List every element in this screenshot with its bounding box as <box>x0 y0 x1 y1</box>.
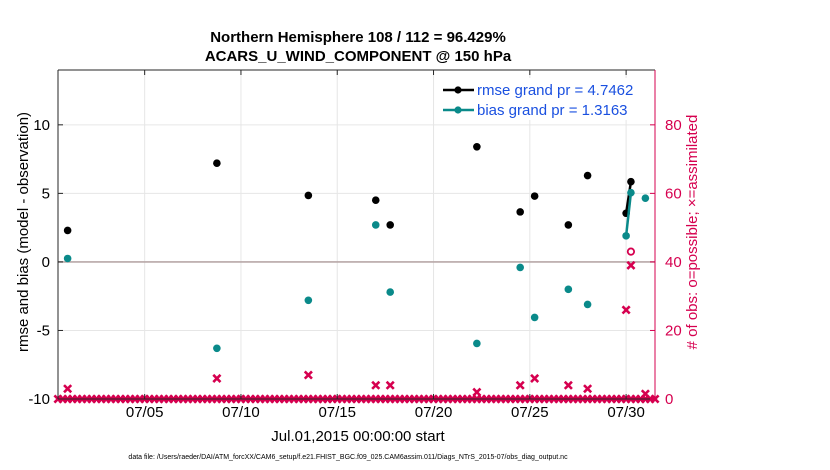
obs-possible-marker <box>626 247 636 256</box>
bias-point <box>63 254 72 263</box>
cross-stroke-b <box>385 380 395 390</box>
y-left-tick-label: -10 <box>28 391 50 408</box>
x-tick-label: 07/30 <box>607 404 645 421</box>
y-left-tick-label: 0 <box>42 254 50 271</box>
rmse-point <box>530 192 539 200</box>
rmse-point <box>516 208 524 216</box>
rmse-point <box>386 221 395 229</box>
legend-bias-marker <box>454 106 462 114</box>
cross-stroke-b <box>371 380 381 390</box>
x-axis-label: Jul.01,2015 00:00:00 start <box>271 428 445 445</box>
bias-point <box>371 221 380 229</box>
y-axis-left-label: rmse and bias (model - observation) <box>15 112 32 352</box>
chart-title-line2: ACARS_U_WIND_COMPONENT @ 150 hPa <box>205 48 512 65</box>
chart-title-line1: Northern Hemisphere 108 / 112 = 96.429% <box>210 29 506 46</box>
rmse-point <box>627 177 635 186</box>
legend: rmse grand pr = 4.7462 bias grand pr = 1… <box>440 78 650 120</box>
y-axis-right-label: # of obs: o=possible; ×=assimilated <box>684 115 701 350</box>
legend-bias-label: bias grand pr = 1.3163 <box>477 102 628 119</box>
y-left-tick-label: 5 <box>42 185 50 202</box>
obs-assimilated-marker <box>626 260 636 270</box>
cross-stroke-b <box>530 373 540 383</box>
cross-stroke-b <box>563 380 573 390</box>
footer-data-file: data file: /Users/raeder/DAI/ATM_forcXX/… <box>128 454 568 461</box>
y-right-tick-label: 40 <box>665 254 682 271</box>
cross-stroke-b <box>63 384 73 394</box>
obs-assimilated-marker <box>385 380 395 390</box>
x-axis-ticks: 07/05 07/10 07/15 07/20 07/25 07/30 <box>126 70 645 421</box>
cross-stroke-b <box>626 260 636 270</box>
bias-point <box>516 263 524 272</box>
x-tick-label: 07/10 <box>222 404 260 421</box>
obs-assimilated-marker <box>530 373 540 383</box>
obs-assimilated-marker <box>63 384 73 394</box>
rmse-point <box>371 196 380 205</box>
cross-stroke-b <box>515 380 525 390</box>
cross-stroke-b <box>621 305 631 315</box>
cross-stroke-b <box>212 373 222 383</box>
bias-point <box>627 188 635 197</box>
bias-point <box>583 300 592 309</box>
x-tick-label: 07/20 <box>415 404 453 421</box>
obs-assimilated-marker <box>472 387 482 397</box>
bias-point <box>564 285 573 294</box>
y-axis-left-ticks: -10 -5 0 5 10 <box>28 117 63 408</box>
y-left-tick-label: 10 <box>33 117 50 134</box>
y-right-tick-label: 80 <box>665 117 682 134</box>
y-right-tick-label: 0 <box>665 391 673 408</box>
cross-stroke-b <box>640 389 650 399</box>
obs-assimilated-marker <box>515 380 525 390</box>
legend-rmse-label: rmse grand pr = 4.7462 <box>477 82 633 99</box>
rmse-point <box>213 159 221 168</box>
rmse-point <box>583 171 592 180</box>
rmse-point <box>473 142 481 151</box>
rmse-line-segment <box>624 181 633 214</box>
x-tick-label: 07/05 <box>126 404 164 421</box>
obs-assimilated-marker <box>212 373 222 383</box>
bias-point <box>530 313 539 322</box>
rmse-point <box>63 226 72 235</box>
y-left-tick-label: -5 <box>37 322 50 339</box>
y-right-tick-label: 60 <box>665 185 682 202</box>
y-axis-right-ticks: 0 20 40 60 80 <box>650 117 682 408</box>
x-tick-label: 07/25 <box>511 404 549 421</box>
bias-point <box>641 194 650 202</box>
obs-assimilated-marker <box>371 380 381 390</box>
obs-assimilated-marker <box>640 389 650 399</box>
legend-rmse-marker <box>454 86 462 94</box>
legend-box <box>440 78 650 120</box>
cross-stroke-b <box>583 384 593 394</box>
bias-point <box>386 288 395 296</box>
x-tick-label: 07/15 <box>318 404 356 421</box>
bias-point <box>622 232 630 240</box>
cross-stroke-b <box>303 370 313 380</box>
rmse-point <box>564 221 573 229</box>
rmse-point <box>304 191 313 200</box>
bias-point <box>304 296 313 305</box>
bias-point <box>473 339 481 348</box>
obs-assimilated-marker <box>583 384 593 394</box>
obs-assimilated-marker <box>621 305 631 315</box>
y-right-tick-label: 20 <box>665 322 682 339</box>
bias-point <box>213 344 221 353</box>
obs-assimilated-marker <box>303 370 313 380</box>
bias-line-segment <box>624 192 633 237</box>
cross-stroke-b <box>472 387 482 397</box>
obs-assimilated-marker <box>563 380 573 390</box>
